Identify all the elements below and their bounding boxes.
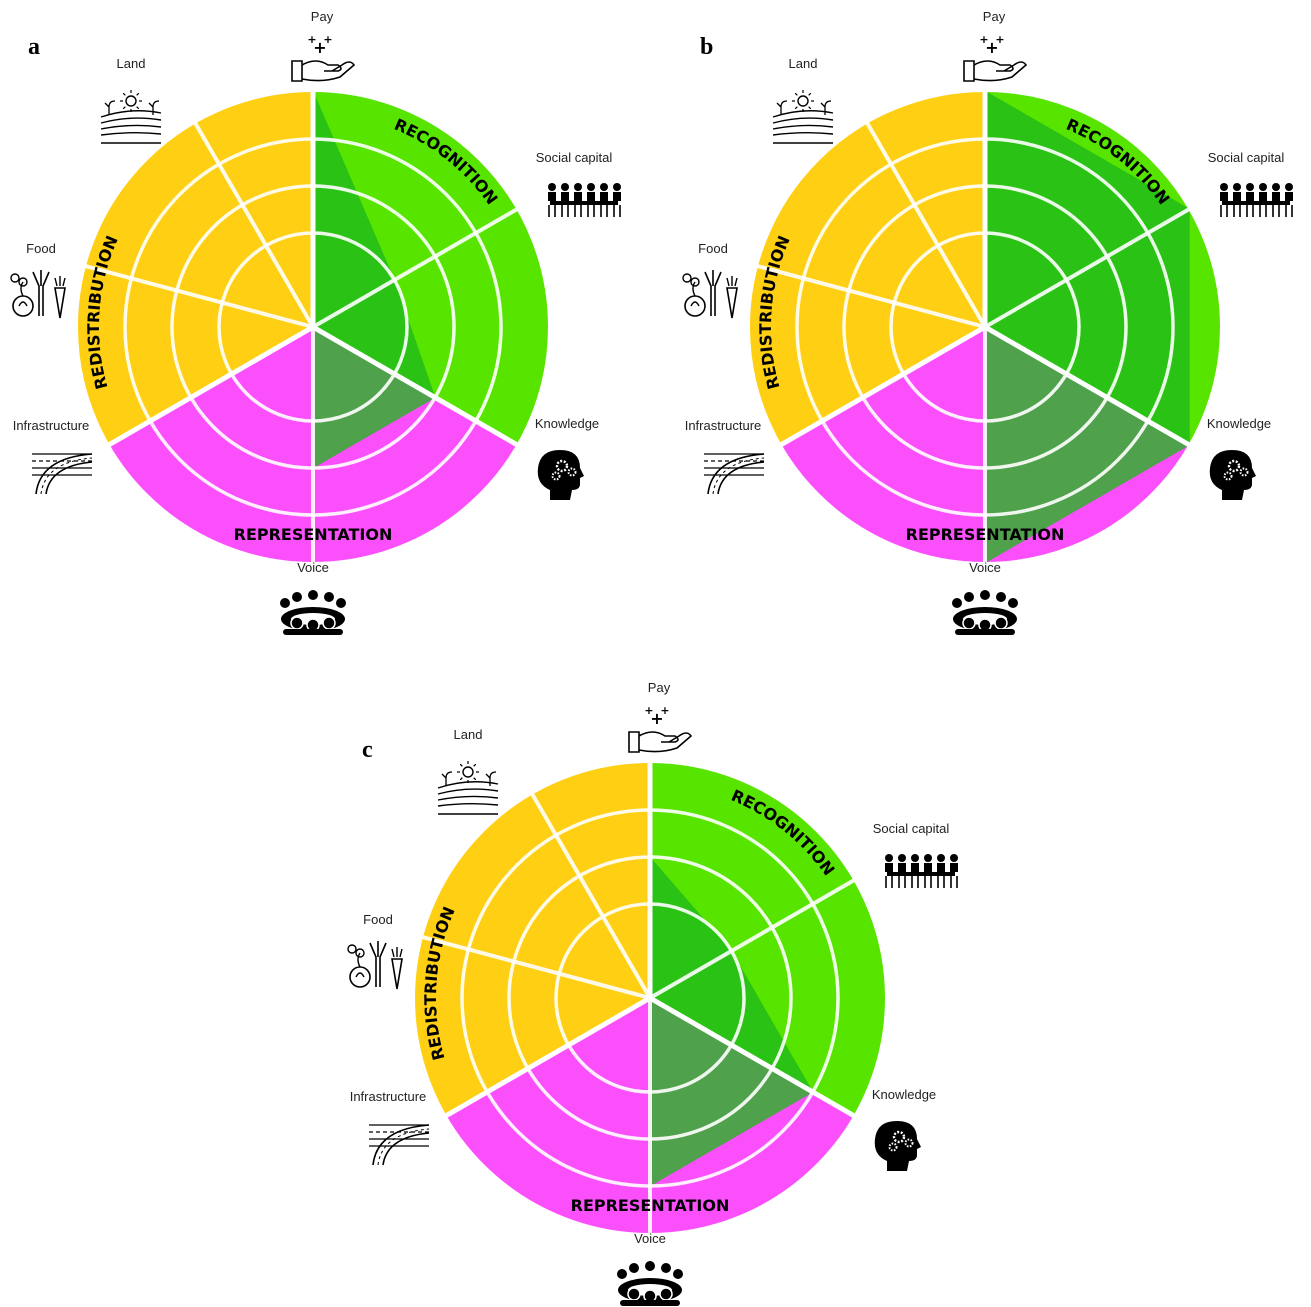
axis-spoke-food bbox=[756, 263, 986, 329]
axis-label-land: Land bbox=[117, 56, 146, 71]
axis-label-voice: Voice bbox=[969, 560, 1001, 575]
axis-spoke-land bbox=[530, 792, 652, 999]
axis-label-social-capital: Social capital bbox=[873, 821, 950, 836]
road-icon bbox=[704, 453, 765, 495]
axis-label-knowledge: Knowledge bbox=[872, 1087, 936, 1102]
domain-wedge-redistribution bbox=[414, 762, 650, 1116]
dimension-label-representation: REPRESENTATION bbox=[906, 525, 1065, 544]
farm-field-icon bbox=[437, 761, 499, 815]
svg-text:+: + bbox=[985, 38, 998, 57]
axis-label-social-capital: Social capital bbox=[1208, 150, 1285, 165]
axis-label-food: Food bbox=[363, 912, 393, 927]
axis-label-food: Food bbox=[698, 241, 728, 256]
domain-divider bbox=[775, 324, 987, 450]
axis-label-voice: Voice bbox=[297, 560, 329, 575]
axis-spoke-social-capital bbox=[649, 878, 856, 1000]
svg-text:+: + bbox=[995, 33, 1004, 46]
svg-text:+: + bbox=[313, 38, 326, 57]
axis-spoke-social-capital bbox=[312, 207, 519, 329]
axis-label-pay: Pay bbox=[648, 680, 671, 695]
axis-label-infrastructure: Infrastructure bbox=[685, 418, 762, 433]
road-icon bbox=[369, 1124, 430, 1166]
panel-letter: a bbox=[28, 34, 40, 60]
radar-panel-c: RECOGNITIONREDISTRIBUTIONREPRESENTATIONP… bbox=[347, 680, 958, 1306]
axis-spoke-food bbox=[84, 263, 314, 329]
axis-label-land: Land bbox=[454, 727, 483, 742]
svg-text:+: + bbox=[323, 33, 332, 46]
svg-text:+: + bbox=[307, 33, 316, 46]
axis-label-infrastructure: Infrastructure bbox=[350, 1089, 427, 1104]
domain-divider bbox=[440, 995, 652, 1121]
axis-label-knowledge: Knowledge bbox=[1207, 416, 1271, 431]
svg-text:+: + bbox=[979, 33, 988, 46]
road-icon bbox=[32, 453, 93, 495]
vegetables-icon bbox=[347, 941, 403, 990]
axis-label-infrastructure: Infrastructure bbox=[13, 418, 90, 433]
people-at-table-icon bbox=[548, 183, 621, 217]
domain-divider bbox=[983, 324, 1195, 450]
farm-field-icon bbox=[772, 90, 834, 144]
farm-field-icon bbox=[100, 90, 162, 144]
hand-coins-icon: ++ + bbox=[291, 33, 356, 82]
panel-letter: c bbox=[362, 737, 373, 763]
svg-text:+: + bbox=[644, 704, 653, 717]
svg-text:+: + bbox=[660, 704, 669, 717]
domain-divider bbox=[648, 995, 860, 1121]
group-meeting-icon bbox=[952, 590, 1018, 635]
axis-label-knowledge: Knowledge bbox=[535, 416, 599, 431]
dimension-label-representation: REPRESENTATION bbox=[571, 1196, 730, 1215]
axis-spoke-land bbox=[865, 121, 987, 328]
domain-wedge-redistribution bbox=[748, 91, 985, 445]
axis-spoke-social-capital bbox=[983, 207, 1191, 329]
head-gears-icon bbox=[874, 1121, 921, 1171]
radar-panel-a: RECOGNITIONREDISTRIBUTIONREPRESENTATIONP… bbox=[10, 9, 621, 635]
axis-label-social-capital: Social capital bbox=[536, 150, 613, 165]
svg-text:+: + bbox=[650, 709, 663, 728]
people-at-table-icon bbox=[885, 854, 958, 888]
axis-label-voice: Voice bbox=[634, 1231, 666, 1246]
group-meeting-icon bbox=[617, 1261, 683, 1306]
head-gears-icon bbox=[1209, 450, 1256, 500]
radar-panel-b: RECOGNITIONREDISTRIBUTIONREPRESENTATIONP… bbox=[682, 9, 1293, 635]
vegetables-icon bbox=[682, 270, 738, 319]
axis-label-pay: Pay bbox=[983, 9, 1006, 24]
axis-spoke-food bbox=[421, 934, 651, 1000]
domain-divider bbox=[103, 324, 315, 450]
vegetables-icon bbox=[10, 270, 66, 319]
head-gears-icon bbox=[537, 450, 584, 500]
domain-wedge-redistribution bbox=[77, 91, 313, 445]
hand-coins-icon: ++ + bbox=[628, 704, 693, 753]
domain-divider bbox=[311, 324, 523, 450]
axis-label-food: Food bbox=[26, 241, 56, 256]
group-meeting-icon bbox=[280, 590, 346, 635]
axis-label-pay: Pay bbox=[311, 9, 334, 24]
axis-label-land: Land bbox=[789, 56, 818, 71]
axis-spoke-land bbox=[193, 121, 315, 328]
dimension-label-representation: REPRESENTATION bbox=[234, 525, 393, 544]
people-at-table-icon bbox=[1220, 183, 1293, 217]
panel-letter: b bbox=[700, 34, 713, 60]
hand-coins-icon: ++ + bbox=[963, 33, 1028, 82]
